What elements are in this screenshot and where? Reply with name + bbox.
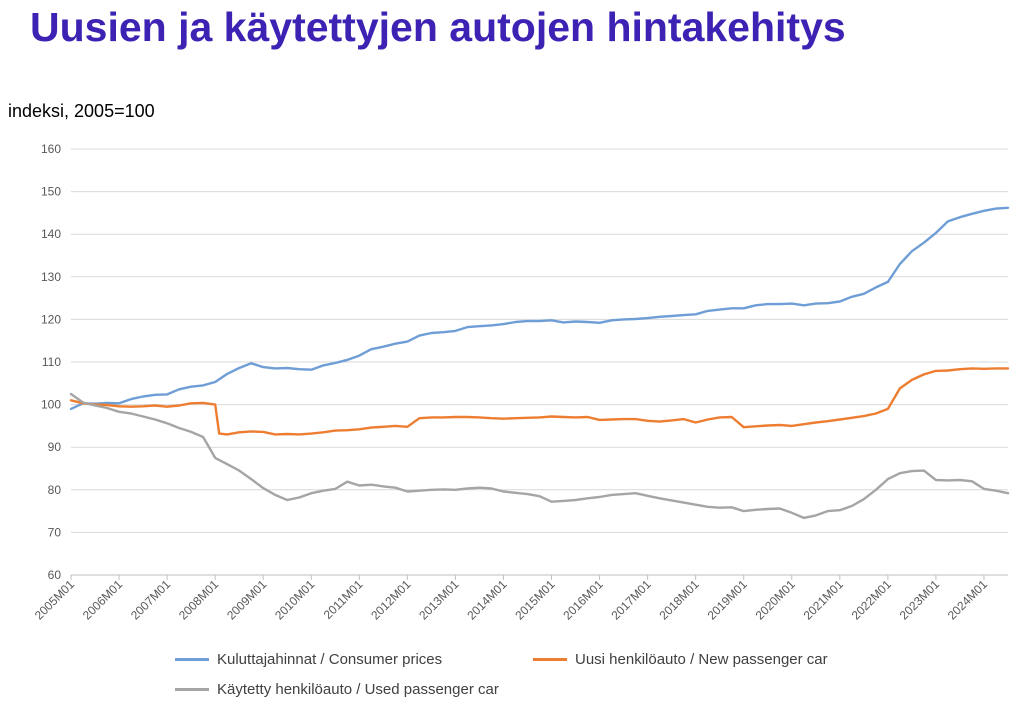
- x-tick-label: 2023M01: [897, 577, 943, 623]
- series-line-0: [69, 206, 1010, 411]
- y-tick-label: 120: [41, 312, 61, 326]
- y-tick-label: 90: [48, 440, 62, 454]
- y-tick-label: 60: [48, 568, 62, 582]
- x-tick-label: 2010M01: [272, 577, 318, 623]
- y-tick-label: 160: [41, 142, 61, 156]
- x-tick-label: 2018M01: [657, 577, 703, 623]
- y-tick-label: 110: [42, 355, 61, 369]
- y-tick-label: 150: [41, 185, 61, 199]
- y-tick-label: 100: [41, 398, 61, 412]
- x-tick-label: 2011M01: [321, 577, 366, 622]
- chart-title: Uusien ja käytettyjen autojen hintakehit…: [30, 4, 846, 50]
- x-tick-label: 2006M01: [80, 577, 126, 623]
- x-tick-label: 2005M01: [32, 577, 78, 623]
- x-tick-label: 2017M01: [608, 577, 654, 623]
- y-tick-label: 130: [41, 270, 61, 284]
- x-tick-label: 2015M01: [512, 577, 558, 623]
- chart-subtitle: indeksi, 2005=100: [8, 101, 155, 121]
- y-tick-label: 70: [48, 525, 62, 539]
- x-axis: 2005M01 2006M01 2007M01 2008M01 2009M01 2010M…: [32, 575, 990, 623]
- x-tick-label: 2007M01: [128, 577, 174, 623]
- grid-lines: [71, 148, 1008, 576]
- x-tick-label: 2020M01: [753, 577, 799, 623]
- x-tick-label: 2008M01: [176, 577, 222, 623]
- y-tick-label: 140: [41, 227, 61, 241]
- x-tick-label: 2019M01: [705, 577, 751, 623]
- y-axis: 60 70 80 90 100 110 120 130 140 150 160: [41, 142, 61, 582]
- series-line-2: [69, 392, 1010, 520]
- x-tick-label: 2024M01: [945, 577, 991, 623]
- series-line-1: [69, 367, 1010, 436]
- x-tick-label: 2021M01: [801, 577, 847, 623]
- x-tick-label: 2012M01: [368, 577, 414, 623]
- series-lines: [69, 206, 1010, 520]
- x-tick-label: 2016M01: [560, 577, 606, 623]
- x-tick-label: 2013M01: [416, 577, 462, 623]
- y-tick-label: 80: [48, 483, 62, 497]
- x-tick-label: 2009M01: [224, 577, 270, 623]
- x-tick-label: 2014M01: [464, 577, 510, 623]
- x-tick-label: 2022M01: [849, 577, 895, 623]
